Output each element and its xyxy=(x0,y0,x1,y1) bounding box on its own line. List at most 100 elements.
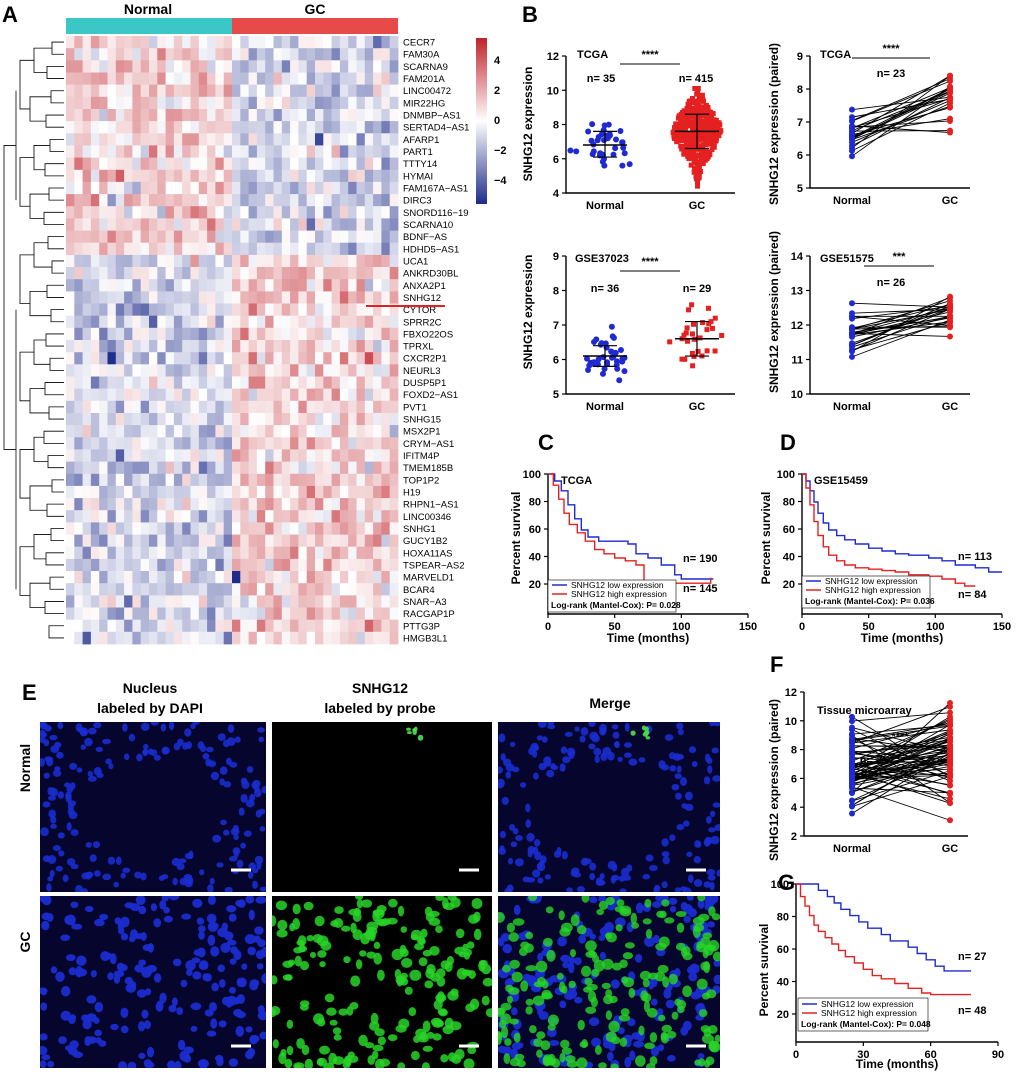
heatmap-cell xyxy=(149,182,158,195)
heatmap-cell xyxy=(290,352,299,365)
heatmap-cell xyxy=(149,437,158,450)
heatmap-cell xyxy=(307,498,316,511)
heatmap-cell xyxy=(99,60,108,73)
heatmap-cell xyxy=(124,449,133,462)
heatmap-cell xyxy=(157,377,166,390)
cell xyxy=(299,946,307,953)
heatmap-cell xyxy=(365,535,374,548)
heatmap-cell xyxy=(207,60,216,73)
cell xyxy=(577,925,587,934)
cell xyxy=(186,969,193,976)
heatmap-cell xyxy=(224,595,233,608)
heatmap-cell xyxy=(141,522,150,535)
data-point-gc xyxy=(947,710,953,716)
cell xyxy=(693,923,704,932)
heatmap-cell xyxy=(298,352,307,365)
heatmap-cell xyxy=(249,121,258,134)
heatmap-cell xyxy=(199,231,208,244)
cell xyxy=(609,996,618,1003)
heatmap-cell xyxy=(323,498,332,511)
heatmap-cell xyxy=(207,437,216,450)
heatmap-cell xyxy=(224,620,233,633)
heatmap-cell xyxy=(66,498,75,511)
heatmap-cell xyxy=(298,571,307,584)
heatmap-cell xyxy=(381,182,390,195)
heatmap-cell xyxy=(66,73,75,86)
data-point-gc xyxy=(700,320,705,325)
heatmap-cell xyxy=(108,158,117,171)
heatmap-cell xyxy=(365,352,374,365)
heatmap-cell xyxy=(274,158,283,171)
heatmap-cell xyxy=(307,522,316,535)
heatmap-cell xyxy=(199,498,208,511)
heatmap-cell xyxy=(390,328,399,341)
heatmap-cell xyxy=(141,279,150,292)
heatmap-cell xyxy=(249,522,258,535)
dendrogram-branch xyxy=(20,60,34,109)
heatmap-cell xyxy=(108,437,117,450)
sig-stars: **** xyxy=(641,256,659,268)
heatmap-cell xyxy=(124,389,133,402)
heatmap-cell xyxy=(265,121,274,134)
cb-tick: 0 xyxy=(494,115,500,127)
heatmap-cell xyxy=(74,73,83,86)
heatmap-cell xyxy=(348,182,357,195)
cell xyxy=(577,886,585,893)
heatmap-cell xyxy=(340,304,349,317)
heatmap-cell xyxy=(323,85,332,98)
heatmap-cell xyxy=(166,486,175,499)
heatmap-cell xyxy=(108,255,117,268)
heatmap-cell xyxy=(199,522,208,535)
heatmap-cell xyxy=(323,279,332,292)
heatmap-cell xyxy=(265,231,274,244)
cell xyxy=(636,903,643,914)
heatmap-cell xyxy=(174,352,183,365)
heatmap-cell xyxy=(124,377,133,390)
heatmap-cell xyxy=(166,498,175,511)
cell xyxy=(606,1010,612,1020)
heatmap-cell xyxy=(74,36,83,49)
data-point-gc xyxy=(705,348,710,353)
heatmap-cell xyxy=(232,583,241,596)
cell xyxy=(90,854,97,862)
heatmap-cell xyxy=(332,632,341,645)
heatmap-cell xyxy=(240,559,249,572)
heatmap-cell xyxy=(199,218,208,231)
cell xyxy=(151,903,157,911)
heatmap-cell xyxy=(290,218,299,231)
heatmap-cell xyxy=(132,85,141,98)
cell xyxy=(197,917,205,924)
heatmap-cell xyxy=(116,60,125,73)
heatmap-cell xyxy=(182,206,191,219)
heatmap-cell xyxy=(307,535,316,548)
heatmap-cell xyxy=(307,449,316,462)
heatmap-cell xyxy=(108,535,117,548)
heatmap-cell xyxy=(224,36,233,49)
heatmap-cell xyxy=(91,267,100,280)
heatmap-cell xyxy=(191,267,200,280)
heatmap-cell xyxy=(132,121,141,134)
heatmap-cell xyxy=(116,231,125,244)
logrank: Log-rank (Mantel-Cox): P= 0.048 xyxy=(801,1019,931,1029)
heatmap-cell xyxy=(157,571,166,584)
heatmap-cell xyxy=(265,608,274,621)
heatmap-cell xyxy=(323,133,332,146)
gene-label: SNORD116−19 xyxy=(403,208,469,219)
heatmap-cell xyxy=(348,121,357,134)
cell xyxy=(589,863,596,871)
heatmap-cell xyxy=(240,595,249,608)
cell xyxy=(177,863,185,870)
cell xyxy=(344,1056,351,1066)
cell xyxy=(591,969,599,977)
data-point-normal xyxy=(849,114,855,120)
heatmap-cell xyxy=(348,559,357,572)
y-tick-label: 60 xyxy=(529,524,541,536)
dendrogram-branch xyxy=(34,48,52,72)
heatmap-cell xyxy=(240,218,249,231)
cell xyxy=(172,997,178,1006)
heatmap-cell xyxy=(265,352,274,365)
heatmap-cell xyxy=(265,60,274,73)
heatmap-cell xyxy=(166,462,175,475)
heatmap-cell xyxy=(315,60,324,73)
